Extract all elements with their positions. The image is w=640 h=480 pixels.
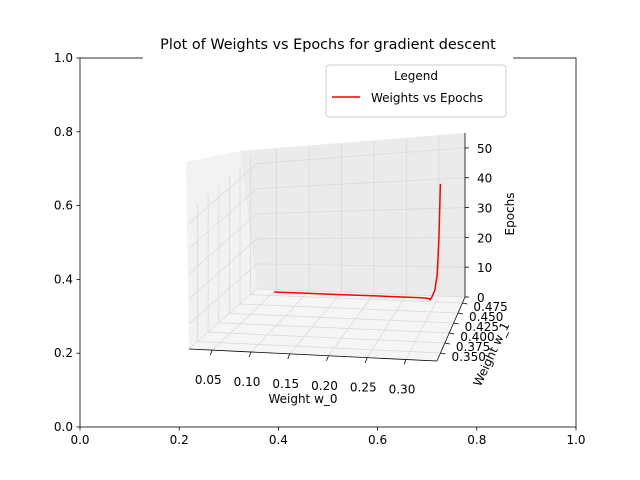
- legend-entry-label: Weights vs Epochs: [371, 91, 483, 105]
- z-tick-label: 0: [477, 291, 485, 305]
- x-tick-mark: [326, 355, 329, 361]
- z-grid-left: [188, 188, 258, 249]
- x-tick-mark: [403, 359, 407, 365]
- chart-title: Plot of Weights vs Epochs for gradient d…: [160, 37, 496, 53]
- y-grid-floor: [208, 331, 445, 344]
- y-tick-mark: [457, 312, 464, 315]
- legend-title: Legend: [394, 69, 438, 83]
- x-grid-floor: [289, 291, 342, 355]
- y-grid-floor: [197, 341, 441, 354]
- y-grid-floor: [250, 294, 463, 304]
- back-pane: [240, 133, 465, 297]
- bg-y-tick-label: 0.6: [54, 199, 73, 213]
- y-tick-label: 0.350: [452, 350, 486, 364]
- x-grid-floor: [328, 293, 375, 356]
- z-axis-label: Epochs: [503, 193, 517, 236]
- z-tick-label: 20: [477, 231, 492, 245]
- x-tick-mark: [209, 349, 213, 356]
- z-grid-back: [256, 147, 466, 164]
- left-pane: [186, 151, 257, 349]
- y-tick-label: 0.375: [456, 340, 490, 354]
- z-grid-back: [256, 288, 466, 298]
- y-tick-label: 0.400: [460, 330, 494, 344]
- z-grid-back: [256, 177, 466, 190]
- y-grid-floor: [239, 303, 459, 314]
- bg-y-tick-label: 0.2: [54, 346, 73, 360]
- z-grid-left: [188, 163, 258, 224]
- z-grid-left: [188, 263, 258, 325]
- x-tick-label: 0.30: [389, 383, 416, 397]
- z-tick-label: 30: [477, 202, 492, 216]
- bg-x-tick-label: 0.8: [467, 433, 486, 447]
- bg-y-tick-label: 0.0: [54, 420, 73, 434]
- legend-box: [325, 64, 507, 118]
- series-line-weights-vs-epochs: [274, 183, 442, 301]
- x-axis-line: [188, 348, 438, 362]
- y-tick-label: 0.425: [465, 320, 499, 334]
- y-tick-mark: [453, 322, 459, 325]
- z-grid-left: [188, 238, 258, 300]
- 3d-panes: [186, 133, 465, 361]
- y-tick-label: 0.475: [473, 300, 507, 314]
- 3d-axis-edges: [188, 133, 466, 362]
- title-background: [143, 50, 513, 60]
- y-grid-floor: [229, 312, 454, 324]
- y-tick-mark: [440, 352, 446, 355]
- bg-x-tick-label: 0.0: [70, 433, 89, 447]
- bg-x-tick-label: 0.6: [368, 433, 387, 447]
- z-grid-back: [256, 263, 466, 268]
- 3d-series: [274, 183, 442, 301]
- bg-y-tick-label: 1.0: [54, 51, 73, 65]
- z-tick-label: 50: [477, 142, 492, 156]
- x-grid-floor: [211, 289, 277, 351]
- z-grid-left: [188, 288, 258, 350]
- x-tick-label: 0.20: [311, 379, 338, 393]
- y-grid-floor: [218, 322, 450, 334]
- 3d-tick-labels: 0.05 0.10 0.15 0.20 0.25 0.300.3500.3750.4000…: [195, 142, 508, 397]
- bg-y-tick-label: 0.8: [54, 125, 73, 139]
- x-tick-mark: [287, 353, 291, 360]
- background-axes-ticks: 0.0 0.2 0.4 0.6 0.8 1.0 0.0 0.2 0.4 0.6 0.8 1.0: [54, 51, 586, 447]
- y-tick-mark: [462, 302, 468, 305]
- y-tick-mark: [449, 332, 455, 335]
- x-grid-floor: [250, 290, 310, 353]
- y-tick-mark: [444, 342, 450, 345]
- 3d-grid: [188, 135, 466, 360]
- x-tick-label: 0.25: [350, 381, 377, 395]
- bg-x-tick-label: 1.0: [566, 433, 585, 447]
- x-tick-label: 0.15: [272, 377, 299, 391]
- z-tick-label: 10: [477, 261, 492, 275]
- z-grid-back: [256, 207, 466, 215]
- y-axis-line: [436, 296, 466, 362]
- x-grid-floor: [366, 294, 407, 358]
- x-axis-label: Weight w_0: [268, 392, 337, 406]
- y-tick-label: 0.450: [469, 310, 503, 324]
- z-grid-left: [188, 213, 258, 275]
- x-tick-mark: [364, 357, 368, 363]
- bg-x-tick-label: 0.2: [170, 433, 189, 447]
- bg-y-tick-label: 0.4: [54, 272, 73, 286]
- z-tick-label: 40: [477, 172, 492, 186]
- x-tick-label: 0.05: [195, 373, 222, 387]
- x-tick-mark: [248, 351, 252, 358]
- x-grid-floor: [405, 295, 440, 360]
- bg-x-tick-label: 0.4: [269, 433, 288, 447]
- axes-3d: 0.05 0.10 0.15 0.20 0.25 0.300.3500.3750.4000…: [186, 133, 517, 406]
- legend: Legend Weights vs Epochs: [325, 64, 507, 118]
- x-tick-label: 0.10: [234, 375, 261, 389]
- z-grid-back: [256, 236, 466, 240]
